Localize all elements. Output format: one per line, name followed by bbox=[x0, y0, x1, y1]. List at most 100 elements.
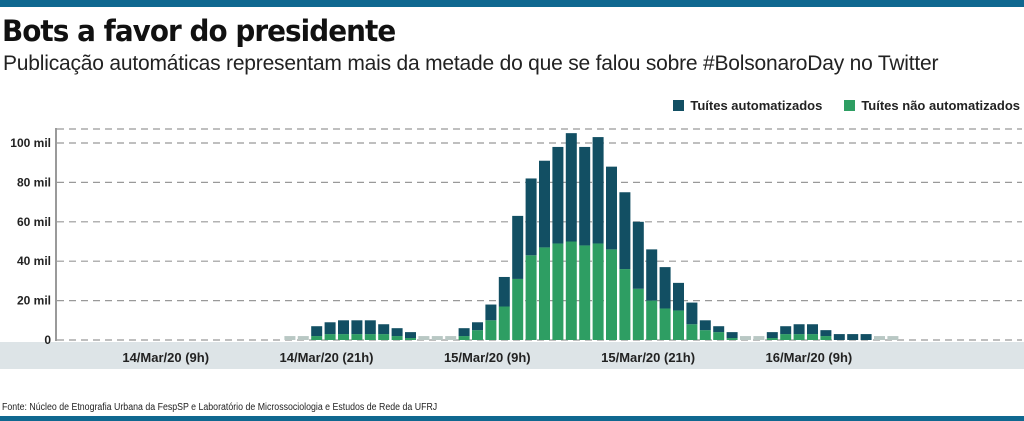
bar-automated bbox=[552, 146, 564, 244]
bar-automated bbox=[780, 326, 792, 335]
bar-automated bbox=[485, 304, 497, 321]
bar-no-data bbox=[753, 336, 765, 340]
bar-automated bbox=[659, 267, 671, 309]
x-tick-label: 15/Mar/20 (9h) bbox=[444, 350, 531, 365]
bar-automated bbox=[351, 320, 363, 335]
bar-non-automated bbox=[405, 338, 416, 340]
bar-automated bbox=[472, 322, 483, 331]
bar-non-automated bbox=[726, 338, 738, 340]
bar-non-automated bbox=[351, 334, 363, 340]
bar-non-automated bbox=[820, 336, 832, 340]
bar-non-automated bbox=[713, 332, 725, 340]
bar-non-automated bbox=[498, 306, 510, 340]
y-tick-label: 0 bbox=[44, 333, 51, 347]
bar-non-automated bbox=[512, 278, 524, 340]
bar-automated bbox=[525, 178, 537, 256]
bar-automated bbox=[338, 320, 349, 335]
bar-non-automated bbox=[364, 334, 376, 340]
bar-no-data bbox=[874, 336, 885, 340]
legend-swatch-automated bbox=[673, 100, 685, 111]
bar-no-data bbox=[297, 336, 309, 340]
bar-automated bbox=[793, 324, 805, 335]
y-tick-label: 20 mil bbox=[17, 294, 51, 308]
bar-automated bbox=[673, 282, 684, 311]
bar-non-automated bbox=[338, 334, 349, 340]
bar-non-automated bbox=[619, 269, 631, 340]
bar-automated bbox=[512, 215, 524, 279]
y-tick-label: 100 mil bbox=[10, 136, 51, 150]
x-tick-label: 16/Mar/20 (9h) bbox=[766, 350, 853, 365]
top-brand-bar bbox=[0, 0, 1024, 7]
bar-automated bbox=[686, 302, 698, 325]
bar-automated bbox=[324, 322, 336, 335]
y-tick-label: 40 mil bbox=[17, 254, 51, 268]
bar-non-automated bbox=[793, 334, 805, 340]
bar-non-automated bbox=[673, 310, 684, 340]
bar-automated bbox=[405, 332, 416, 339]
bar-no-data bbox=[445, 336, 457, 340]
bar-no-data bbox=[887, 336, 899, 340]
legend-swatch-non-automated bbox=[844, 100, 856, 111]
bar-automated bbox=[606, 166, 617, 250]
bar-automated bbox=[860, 334, 872, 340]
bottom-brand-bar bbox=[0, 416, 1024, 421]
bar-automated bbox=[619, 192, 631, 270]
x-tick-label: 14/Mar/20 (21h) bbox=[280, 350, 374, 365]
bar-non-automated bbox=[311, 336, 323, 340]
bar-non-automated bbox=[539, 247, 550, 340]
bar-non-automated bbox=[485, 320, 497, 340]
bar-automated bbox=[391, 328, 403, 337]
bar-automated bbox=[364, 320, 376, 335]
bar-non-automated bbox=[807, 334, 818, 340]
bar-non-automated bbox=[552, 243, 564, 340]
bar-non-automated bbox=[632, 288, 644, 340]
source-note: Fonte: Núcleo de Etnografia Urbana da Fe… bbox=[2, 402, 438, 413]
bar-automated bbox=[820, 330, 832, 337]
bar-no-data bbox=[740, 336, 751, 340]
legend: Tuítes automatizados Tuítes não automati… bbox=[673, 98, 1020, 113]
bar-automated bbox=[579, 146, 591, 246]
y-axis-ticks: 0 20 mil 40 mil 60 mil 80 mil 100 mil bbox=[10, 136, 51, 347]
legend-item-non-automated: Tuítes não automatizados bbox=[844, 98, 1020, 113]
bar-automated bbox=[646, 249, 658, 301]
bar-automated bbox=[713, 326, 725, 333]
bar-non-automated bbox=[525, 255, 537, 340]
bar-non-automated bbox=[324, 334, 336, 340]
bar-non-automated bbox=[579, 245, 591, 340]
bar-automated bbox=[632, 221, 644, 289]
chart-subtitle: Publicação automáticas representam mais … bbox=[3, 52, 939, 75]
bar-non-automated bbox=[378, 334, 390, 340]
bar-non-automated bbox=[606, 249, 617, 340]
y-tick-label: 80 mil bbox=[17, 175, 51, 189]
bar-non-automated bbox=[565, 241, 577, 340]
bar-non-automated bbox=[646, 300, 658, 340]
bar-automated bbox=[847, 334, 859, 340]
bar-automated bbox=[699, 320, 711, 331]
x-axis-band bbox=[0, 342, 1024, 369]
bars bbox=[284, 133, 899, 340]
bar-automated bbox=[378, 324, 390, 335]
bar-chart: 0 20 mil 40 mil 60 mil 80 mil 100 mil 14/Mar/… bbox=[10, 128, 1022, 365]
x-tick-label: 15/Mar/20 (21h) bbox=[601, 350, 695, 365]
x-tick-label: 14/Mar/20 (9h) bbox=[122, 350, 209, 365]
bar-non-automated bbox=[686, 324, 698, 340]
chart-title: Bots a favor do presidente bbox=[2, 14, 396, 48]
bar-no-data bbox=[418, 336, 430, 340]
bar-automated bbox=[539, 160, 550, 248]
bar-automated bbox=[766, 332, 778, 339]
bar-non-automated bbox=[592, 243, 604, 340]
bar-automated bbox=[311, 326, 323, 337]
y-tick-label: 60 mil bbox=[17, 215, 51, 229]
bar-automated bbox=[592, 137, 604, 244]
bar-non-automated bbox=[780, 334, 792, 340]
bar-no-data bbox=[284, 336, 296, 340]
legend-label-automated: Tuítes automatizados bbox=[690, 98, 823, 113]
bar-non-automated bbox=[391, 336, 403, 340]
bar-non-automated bbox=[766, 338, 778, 340]
bar-non-automated bbox=[458, 336, 470, 340]
bar-automated bbox=[565, 133, 577, 242]
bar-non-automated bbox=[699, 330, 711, 340]
bar-no-data bbox=[431, 336, 443, 340]
bar-automated bbox=[498, 276, 510, 307]
bar-automated bbox=[726, 332, 738, 339]
